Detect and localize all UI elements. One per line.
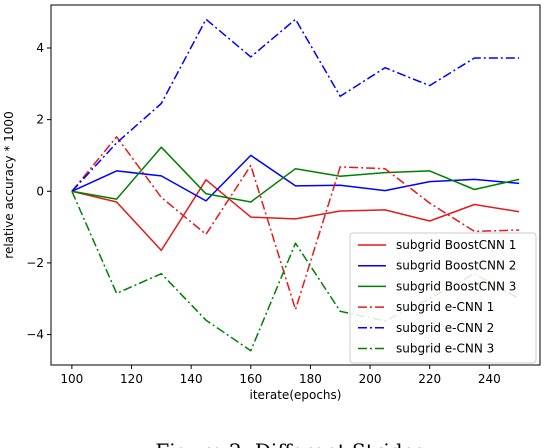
x-tick-label: 200 xyxy=(359,372,382,386)
x-axis-title: iterate(epochs) xyxy=(250,388,342,402)
plot-lines xyxy=(71,18,520,352)
x-tick-label: 180 xyxy=(299,372,322,386)
figure-caption-area: Figure 2: Different Strides xyxy=(155,439,424,448)
y-tick-label: −4 xyxy=(26,328,44,342)
x-tick-label: 140 xyxy=(180,372,203,386)
legend: subgrid BoostCNN 1 subgrid BoostCNN 2 subg… xyxy=(349,232,537,364)
figure-caption: Figure 2: Different Strides xyxy=(155,439,424,448)
series-line-6 xyxy=(71,190,520,352)
series-line-3 xyxy=(71,146,520,203)
x-tick-label: 120 xyxy=(120,372,143,386)
legend-box xyxy=(349,232,537,364)
series-line-5 xyxy=(71,18,520,192)
y-axis: −4 −2 0 2 4 xyxy=(26,41,51,342)
x-tick-label: 240 xyxy=(478,372,501,386)
y-tick-label: −2 xyxy=(26,256,44,270)
legend-label: subgrid BoostCNN 3 xyxy=(396,279,516,293)
y-tick-label: 4 xyxy=(36,41,44,55)
legend-label: subgrid BoostCNN 2 xyxy=(396,259,516,273)
legend-label: subgrid BoostCNN 1 xyxy=(396,238,516,252)
legend-label: subgrid e-CNN 2 xyxy=(396,321,494,335)
series-line-1 xyxy=(71,179,520,252)
legend-label: subgrid e-CNN 3 xyxy=(396,342,494,356)
y-tick-label: 0 xyxy=(36,184,44,198)
x-tick-label: 100 xyxy=(60,372,83,386)
x-axis: 100 120 140 160 180 200 220 240 xyxy=(60,365,501,386)
series-line-4 xyxy=(71,136,520,311)
x-tick-label: 220 xyxy=(418,372,441,386)
y-axis-title: relative accuracy * 1000 xyxy=(2,111,16,258)
legend-label: subgrid e-CNN 1 xyxy=(396,300,494,314)
y-tick-label: 2 xyxy=(36,113,44,127)
x-tick-label: 160 xyxy=(239,372,262,386)
plot-frame xyxy=(50,4,541,366)
series-line-2 xyxy=(71,154,520,202)
